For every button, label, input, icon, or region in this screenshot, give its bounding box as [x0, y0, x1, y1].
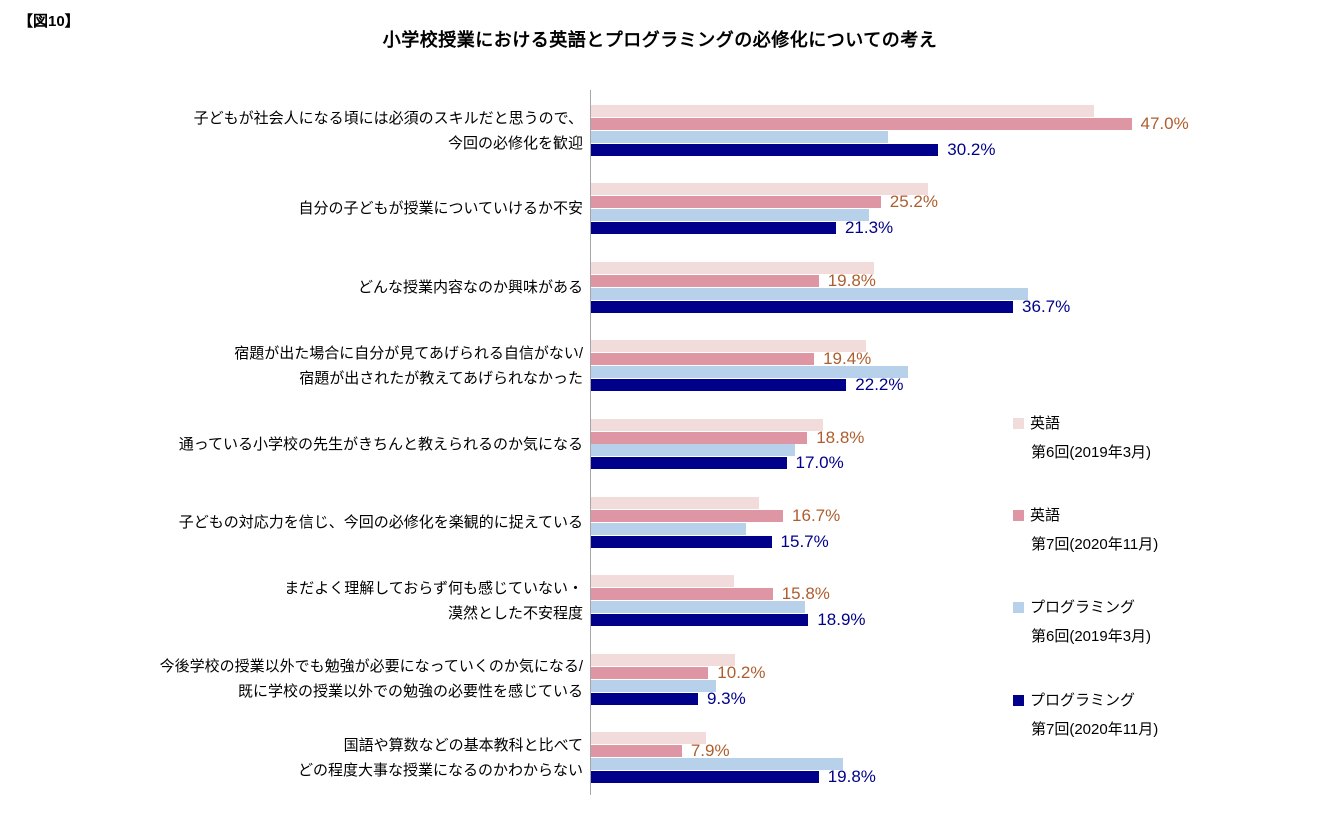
- value-label: 10.2%: [717, 662, 766, 682]
- category-label-line: 今回の必修化を歓迎: [447, 134, 583, 152]
- category-label: 宿題が出た場合に自分が見てあげられる自信がない/宿題が出されたが教えてあげられな…: [140, 340, 583, 391]
- bar-programming-r7: [591, 143, 939, 156]
- bar-programming-r7: [591, 770, 819, 783]
- bar-programming-r7: [591, 300, 1014, 313]
- category-label-line: 宿題が出されたが教えてあげられなかった: [299, 369, 583, 387]
- category-label-line: 宿題が出た場合に自分が見てあげられる自信がない/: [234, 344, 583, 362]
- legend-round: 第6回(2019年3月): [1031, 444, 1152, 461]
- legend-item: 英語第7回(2020年11月): [1013, 505, 1158, 556]
- bar-programming-r6: [591, 366, 909, 378]
- legend-swatch-icon: [1013, 418, 1024, 429]
- bar-programming-r6: [591, 444, 795, 457]
- legend-swatch-icon: [1013, 695, 1024, 706]
- bar-english-r6: [591, 183, 928, 196]
- bar-programming-r6: [591, 209, 870, 222]
- bar-english-r6: [591, 418, 824, 431]
- category-label-line: 今後学校の授業以外でも勉強が必要になっていくのか気になる/: [159, 658, 583, 676]
- figure-label: 【図10】: [18, 13, 80, 30]
- category-label: 通っている小学校の先生がきちんと教えられるのか気になる: [140, 419, 583, 470]
- bar-english-r6: [591, 497, 759, 509]
- bar-programming-r6: [591, 758, 843, 770]
- value-label: 16.7%: [792, 505, 841, 525]
- bar-english-r7: [591, 196, 881, 209]
- category-label-line: 自分の子どもが授業についていけるか不安: [298, 200, 583, 218]
- bar-programming-r7: [591, 457, 787, 470]
- bar-english-r7: [591, 509, 784, 522]
- category-axis-line: [590, 90, 591, 795]
- category-label-line: どんな授業内容なのか興味がある: [357, 278, 583, 296]
- category-label-line: 国語や算数などの基本教科と比べて: [343, 736, 583, 754]
- value-label: 15.8%: [781, 584, 830, 604]
- legend-round: 第7回(2020年11月): [1031, 536, 1159, 553]
- bar-english-r6: [591, 261, 874, 274]
- bar-english-r7: [591, 588, 773, 601]
- chart-title: 小学校授業における英語とプログラミングの必修化についての考え: [382, 30, 938, 50]
- value-label: 19.8%: [827, 766, 876, 786]
- bar-programming-r6: [591, 522, 747, 535]
- value-label: 22.2%: [855, 374, 904, 394]
- legend-round: 第6回(2019年3月): [1031, 628, 1152, 645]
- category-label: 子どもが社会人になる頃には必須のスキルだと思うので、今回の必修化を歓迎: [140, 105, 583, 156]
- bar-english-r6: [591, 653, 735, 666]
- bar-programming-r7: [591, 222, 836, 235]
- category-label-line: 通っている小学校の先生がきちんと教えられるのか気になる: [178, 435, 583, 453]
- category-label: 今後学校の授業以外でも勉強が必要になっていくのか気になる/既に学校の授業以外での…: [140, 654, 583, 705]
- category-label-line: 既に学校の授業以外での勉強の必要性を感じている: [237, 683, 583, 701]
- bar-english-r7: [591, 353, 815, 366]
- legend-swatch-icon: [1013, 510, 1024, 521]
- bar-programming-r7: [591, 535, 772, 548]
- value-label: 36.7%: [1022, 296, 1071, 316]
- value-label: 18.9%: [817, 610, 866, 630]
- value-label: 25.2%: [889, 192, 938, 212]
- category-label-line: まだよく理解しておらず何も感じていない・: [284, 579, 583, 597]
- value-label: 15.7%: [780, 531, 829, 551]
- bar-english-r7: [591, 666, 709, 679]
- bar-programming-r7: [591, 692, 698, 705]
- value-label: 9.3%: [706, 688, 746, 708]
- bar-english-r6: [591, 575, 734, 588]
- bar-english-r7: [591, 745, 682, 758]
- value-label: 19.8%: [827, 270, 876, 290]
- category-label-line: どの程度大事な授業になるのかわからない: [297, 761, 583, 779]
- value-label: 17.0%: [795, 453, 844, 473]
- value-label: 47.0%: [1140, 113, 1189, 133]
- category-label-line: 子どもが社会人になる頃には必須のスキルだと思うので、: [193, 109, 583, 127]
- category-label: 自分の子どもが授業についていけるか不安: [140, 183, 583, 234]
- legend-series-name: 英語: [1013, 505, 1158, 527]
- bar-programming-r6: [591, 679, 717, 692]
- bar-english-r6: [591, 105, 1094, 117]
- value-label: 30.2%: [947, 139, 996, 159]
- value-label: 18.8%: [816, 427, 865, 447]
- bar-programming-r6: [591, 601, 805, 614]
- legend-item: プログラミング第7回(2020年11月): [1013, 690, 1158, 741]
- bar-english-r7: [591, 117, 1132, 130]
- legend-item: プログラミング第6回(2019年3月): [1013, 597, 1151, 648]
- category-label-line: 漠然とした不安程度: [447, 604, 583, 622]
- category-label: 子どもの対応力を信じ、今回の必修化を楽観的に捉えている: [140, 497, 583, 548]
- bar-english-r7: [591, 274, 819, 287]
- bar-english-r7: [591, 431, 808, 444]
- category-label: まだよく理解しておらず何も感じていない・漠然とした不安程度: [140, 575, 583, 626]
- legend-round: 第7回(2020年11月): [1031, 721, 1159, 738]
- category-label: 国語や算数などの基本教科と比べてどの程度大事な授業になるのかわからない: [140, 732, 583, 783]
- category-label: どんな授業内容なのか興味がある: [140, 262, 583, 313]
- legend-swatch-icon: [1013, 602, 1024, 613]
- value-label: 21.3%: [844, 218, 894, 238]
- legend-item: 英語第6回(2019年3月): [1013, 413, 1151, 464]
- bar-programming-r7: [591, 614, 809, 627]
- value-label: 19.4%: [823, 349, 872, 369]
- legend-series-name: プログラミング: [1013, 597, 1151, 619]
- bar-english-r6: [591, 732, 706, 745]
- bar-programming-r6: [591, 287, 1028, 300]
- legend-series-name: 英語: [1013, 413, 1151, 435]
- legend-series-name: プログラミング: [1013, 690, 1158, 712]
- bar-english-r6: [591, 340, 866, 353]
- category-label-line: 子どもの対応力を信じ、今回の必修化を楽観的に捉えている: [178, 514, 583, 531]
- value-label: 7.9%: [690, 741, 730, 761]
- bar-programming-r7: [591, 378, 847, 391]
- bar-programming-r6: [591, 130, 888, 143]
